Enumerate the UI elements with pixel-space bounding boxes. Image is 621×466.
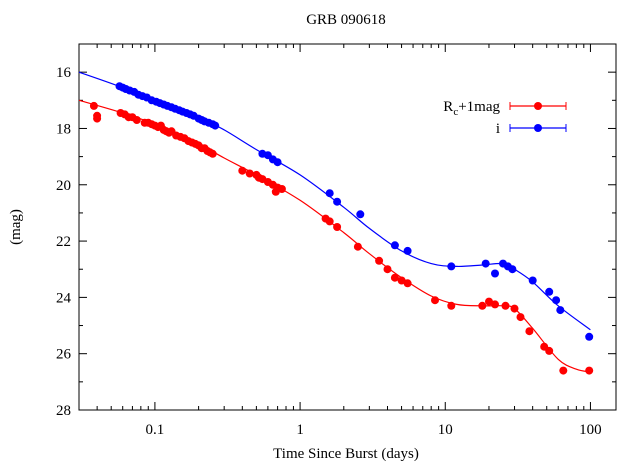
data-point — [585, 366, 594, 375]
y-tick-label: 26 — [56, 347, 72, 363]
data-point — [585, 332, 594, 341]
data-point — [356, 210, 365, 219]
data-point — [245, 169, 254, 178]
data-point — [559, 366, 568, 375]
x-tick-labels: 0.1 1 10 100 — [146, 422, 602, 438]
legend-marker — [534, 102, 542, 110]
data-point — [491, 300, 499, 309]
model-curves — [78, 71, 591, 373]
data-point — [510, 304, 519, 313]
data-point — [508, 265, 517, 274]
y-tick-label: 16 — [56, 65, 72, 81]
data-point — [353, 242, 362, 251]
y-tick-label: 18 — [56, 121, 71, 137]
legend-label: i — [496, 121, 500, 137]
data-point — [132, 116, 141, 124]
y-axis-label: (mag) — [8, 209, 24, 245]
data-point — [333, 223, 342, 231]
x-tick-label: 0.1 — [146, 422, 165, 438]
data-point — [525, 327, 534, 336]
y-tick-label: 28 — [56, 403, 71, 419]
data-point — [375, 256, 384, 265]
chart-title: GRB 090618 — [306, 12, 386, 28]
data-point — [403, 279, 412, 288]
y-tick-label: 22 — [56, 234, 71, 250]
data-point — [390, 273, 399, 282]
y-tick-label: 20 — [56, 178, 71, 194]
data-point — [516, 313, 525, 322]
data-point — [383, 265, 392, 274]
x-axis-label: Time Since Burst (days) — [273, 446, 419, 462]
data-point — [545, 346, 554, 355]
data-point — [447, 301, 456, 310]
data-point — [491, 269, 499, 278]
data-point — [211, 121, 220, 130]
data-point — [390, 241, 399, 250]
plot-frame — [78, 43, 617, 411]
data-point — [403, 246, 412, 255]
data-point — [238, 166, 247, 175]
y-tick-label: 24 — [56, 290, 72, 306]
x-tick-label: 100 — [579, 422, 602, 438]
data-point — [478, 301, 487, 310]
data-point — [93, 114, 102, 123]
data-point — [397, 276, 406, 285]
data-point — [552, 296, 561, 305]
data-point — [447, 262, 456, 271]
data-point — [271, 187, 280, 196]
data-point — [431, 296, 439, 305]
data-point — [556, 306, 565, 315]
y-tick-labels: 16 18 20 22 24 26 28 — [56, 65, 72, 419]
data-point — [208, 149, 217, 158]
x-tick-label: 1 — [296, 422, 304, 438]
data-point — [545, 287, 554, 296]
legend-marker — [534, 124, 542, 132]
data-point — [485, 297, 493, 306]
data-points — [89, 82, 594, 375]
axis-ticks — [78, 43, 616, 411]
data-point — [89, 101, 98, 110]
data-point — [501, 301, 510, 310]
legend-label: Rc+1mag — [443, 99, 500, 118]
data-point — [333, 197, 342, 206]
data-point — [325, 189, 334, 198]
x-tick-label: 10 — [438, 422, 453, 438]
model-curve — [78, 99, 591, 373]
data-point — [325, 217, 334, 226]
data-point — [528, 276, 537, 285]
data-point — [277, 185, 286, 193]
data-point — [273, 158, 282, 167]
legend: Rc+1mag i — [443, 99, 567, 137]
data-point — [481, 259, 490, 268]
